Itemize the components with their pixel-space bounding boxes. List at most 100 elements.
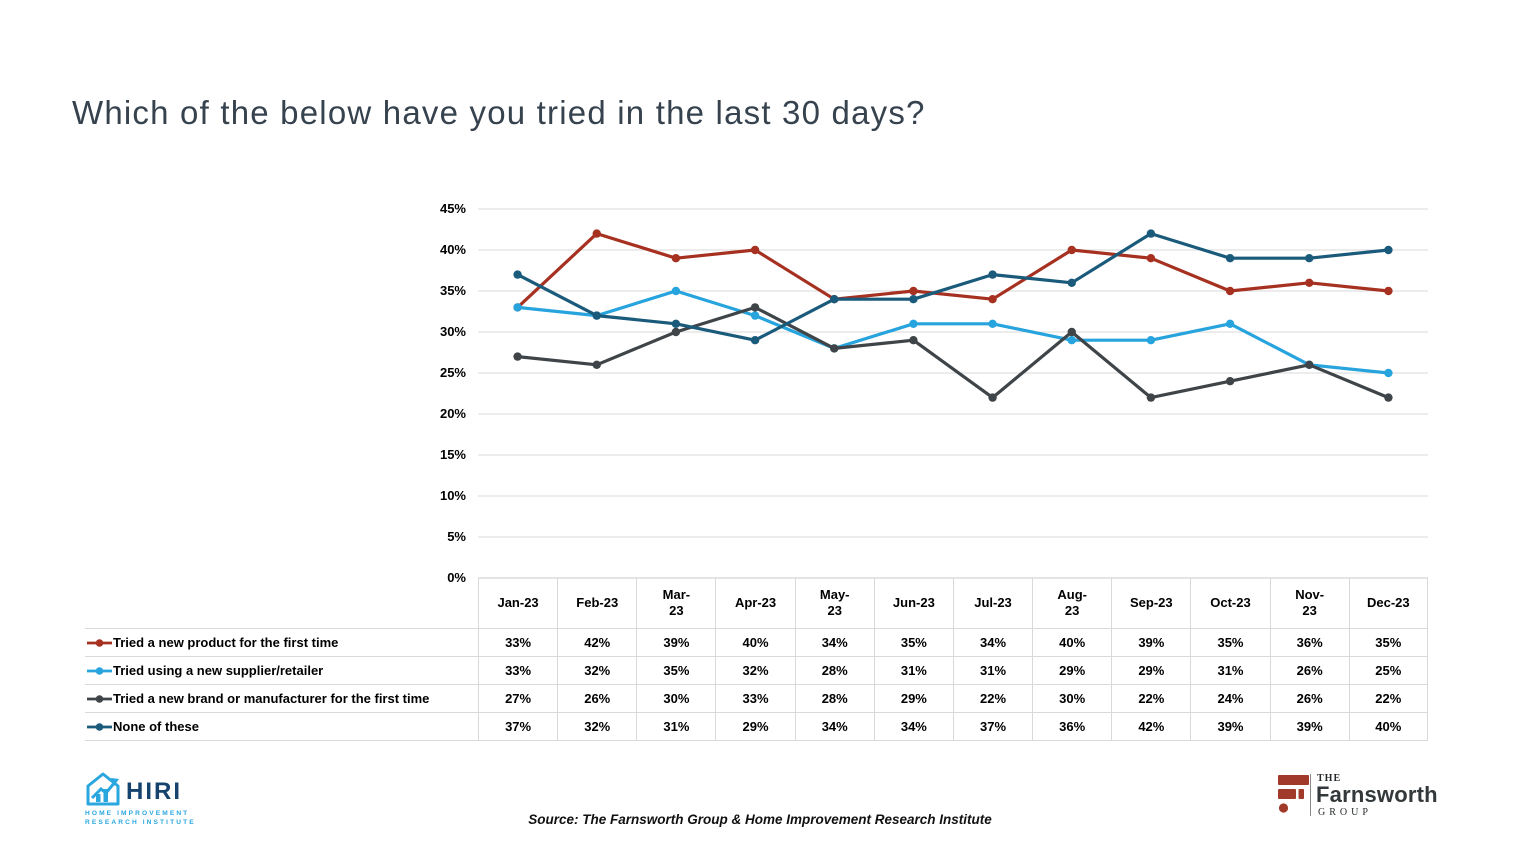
value-cell: 33% (478, 628, 558, 656)
y-axis-label: 35% (439, 283, 466, 298)
y-axis-label: 15% (439, 447, 466, 462)
column-header: Jul-23 (952, 578, 1032, 628)
data-point-marker (1225, 377, 1235, 386)
series-line (515, 232, 1391, 342)
y-axis-label: 20% (439, 406, 466, 421)
data-point-marker (1384, 393, 1393, 402)
data-point-marker (830, 295, 839, 304)
farnsworth-f-icon (1278, 775, 1309, 813)
data-point-marker (1225, 319, 1235, 328)
data-point-marker (513, 270, 522, 279)
value-cell: 29% (1111, 656, 1191, 684)
data-point-marker (1146, 336, 1156, 345)
series-line (515, 232, 1391, 309)
data-point-marker (750, 311, 760, 320)
value-cell: 29% (873, 684, 953, 712)
y-axis-label: 25% (439, 365, 466, 380)
column-header: Nov- 23 (1269, 578, 1349, 628)
value-cell: 35% (873, 628, 953, 656)
value-cell: 25% (1348, 656, 1428, 684)
data-point-marker (671, 319, 681, 328)
data-point-marker (1225, 286, 1235, 296)
data-point-marker (671, 327, 681, 337)
data-point-marker (1305, 360, 1314, 369)
row-label: None of these (85, 712, 478, 741)
value-cell: 28% (794, 656, 874, 684)
hiri-house-icon (86, 772, 120, 806)
column-header: Jun-23 (873, 578, 953, 628)
logo-divider (1310, 774, 1311, 816)
data-point-marker (1067, 327, 1076, 337)
value-cell: 34% (794, 628, 874, 656)
value-cell: 31% (952, 656, 1033, 684)
data-point-marker (592, 311, 601, 320)
y-axis-label: 10% (439, 488, 466, 503)
value-cell: 40% (715, 628, 795, 656)
chart-title: Which of the below have you tried in the… (72, 94, 926, 131)
value-cell: 33% (478, 656, 558, 684)
value-cell: 42% (557, 628, 637, 656)
row-label: Tried a new brand or manufacturer for th… (85, 684, 478, 712)
value-cell: 22% (1348, 684, 1428, 712)
data-point-marker (750, 303, 760, 312)
legend-marker (87, 638, 112, 647)
data-point-marker (988, 270, 997, 279)
hiri-logo: HIRI HOME IMPROVEMENT RESEARCH INSTITUTE (84, 770, 264, 836)
data-table: Jan-23 Feb-23 Mar- 23 Apr-23 May- 23 Jun-23 Ju… (85, 578, 1428, 741)
value-cell: 39% (636, 628, 716, 656)
column-header: Apr-23 (715, 578, 794, 628)
value-cell: 22% (952, 684, 1033, 712)
data-point-marker (1067, 336, 1076, 345)
legend-marker (87, 666, 112, 675)
data-point-marker (1146, 393, 1156, 402)
value-cell: 31% (873, 656, 953, 684)
value-cell: 40% (1032, 628, 1112, 656)
value-cell: 39% (1111, 628, 1191, 656)
y-axis-label: 40% (439, 242, 466, 257)
value-cell: 33% (715, 684, 795, 712)
value-cell: 32% (715, 656, 795, 684)
data-point-marker (988, 295, 997, 304)
column-header: Jan-23 (478, 578, 557, 628)
value-cell: 39% (1190, 712, 1270, 741)
series-line (515, 289, 1391, 375)
table-corner-cell (85, 578, 478, 628)
data-point-marker (1384, 286, 1393, 296)
data-point-marker (671, 254, 681, 263)
value-cell: 35% (1190, 628, 1270, 656)
data-point-marker (671, 286, 681, 296)
data-point-marker (1384, 368, 1393, 378)
data-point-marker (513, 303, 522, 312)
value-cell: 31% (1190, 656, 1270, 684)
value-cell: 30% (636, 684, 716, 712)
y-axis-label: 30% (439, 324, 466, 339)
value-cell: 28% (794, 684, 874, 712)
data-point-marker (988, 319, 997, 328)
data-point-marker (1225, 254, 1235, 263)
value-cell: 36% (1269, 628, 1349, 656)
value-cell: 24% (1190, 684, 1270, 712)
value-cell: 39% (1269, 712, 1349, 741)
column-header: Mar- 23 (636, 578, 715, 628)
value-cell: 32% (557, 712, 637, 741)
value-cell: 34% (794, 712, 874, 741)
value-cell: 34% (952, 628, 1033, 656)
value-cell: 22% (1111, 684, 1191, 712)
value-cell: 29% (715, 712, 795, 741)
y-axis-label: 5% (447, 529, 466, 544)
y-axis-label: 0% (447, 570, 466, 585)
data-point-marker (513, 352, 522, 361)
data-point-marker (909, 319, 918, 328)
data-point-marker (1067, 278, 1076, 287)
row-label: Tried using a new supplier/retailer (85, 656, 478, 684)
value-cell: 37% (952, 712, 1033, 741)
data-point-marker (1305, 278, 1314, 287)
value-cell: 37% (478, 712, 558, 741)
data-point-marker (1305, 254, 1314, 263)
farnsworth-logo: THE Farnsworth GROUP (1277, 770, 1457, 826)
value-cell: 30% (1032, 684, 1112, 712)
column-header: Aug- 23 (1032, 578, 1111, 628)
value-cell: 29% (1032, 656, 1112, 684)
value-cell: 32% (557, 656, 637, 684)
